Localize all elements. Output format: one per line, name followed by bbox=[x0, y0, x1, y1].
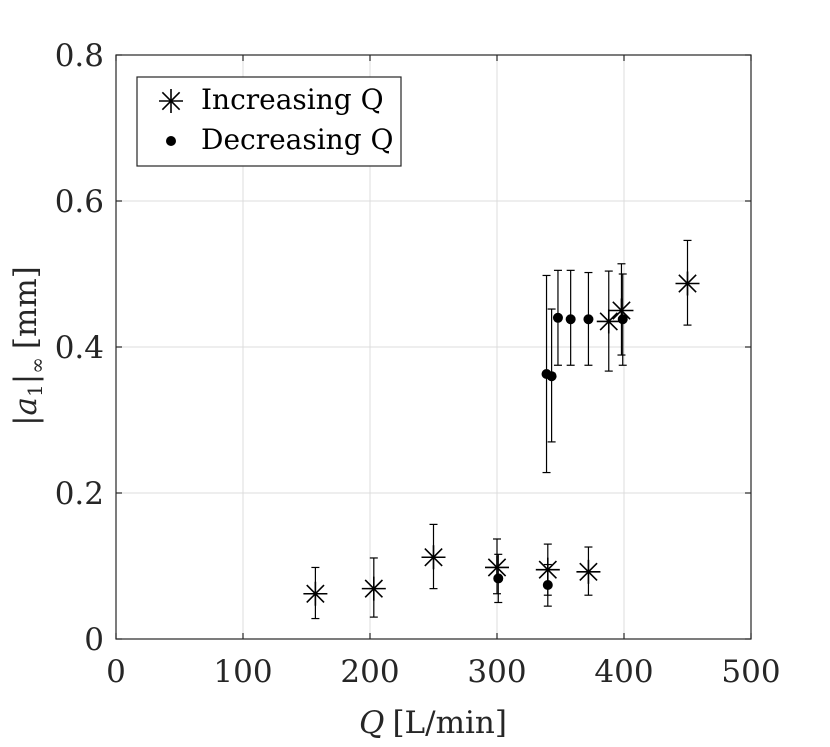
asterisk-stroke-d2 bbox=[487, 558, 507, 577]
asterisk-stroke-d2 bbox=[364, 579, 384, 598]
asterisk-stroke-d2 bbox=[424, 548, 443, 567]
x-axis-unit: [L/min] bbox=[392, 705, 507, 741]
data-point-asterisk bbox=[485, 555, 509, 580]
asterisk-stroke-d2 bbox=[306, 584, 325, 603]
data-point-dot bbox=[617, 314, 628, 325]
y-tick-label: 0.8 bbox=[55, 38, 104, 74]
asterisk-stroke-d2 bbox=[678, 274, 697, 293]
y-axis-variable: a bbox=[8, 397, 44, 415]
data-point-dot bbox=[546, 371, 557, 382]
data-point-asterisk bbox=[576, 559, 601, 584]
y-tick-label: 0 bbox=[84, 622, 104, 658]
x-tick-label: 100 bbox=[213, 654, 272, 690]
x-tick-label: 200 bbox=[340, 654, 399, 690]
data-point-asterisk bbox=[675, 271, 700, 296]
y-axis-unit: [mm] bbox=[8, 266, 44, 349]
y-tick-label: 0.4 bbox=[55, 330, 104, 366]
legend-asterisk-marker bbox=[159, 89, 183, 113]
data-point-asterisk bbox=[421, 545, 446, 570]
x-tick-label: 300 bbox=[467, 654, 526, 690]
data-points bbox=[303, 239, 700, 620]
data-point-asterisk bbox=[303, 581, 328, 606]
x-tick-label: 0 bbox=[106, 654, 126, 690]
data-point-dot bbox=[542, 579, 553, 590]
ticks: 0 100 200 300 400 500 0 0.2 0.4 0.6 0.8 bbox=[55, 38, 781, 690]
legend: Increasing Q Decreasing Q bbox=[136, 76, 402, 167]
legend-box bbox=[136, 76, 402, 167]
asterisk-stroke-d2 bbox=[599, 312, 618, 331]
data-point-dot bbox=[493, 573, 504, 584]
y-tick-label: 0.2 bbox=[55, 476, 104, 512]
x-axis-label: Q [L/min] bbox=[359, 705, 507, 741]
legend-asterisk-glyph bbox=[159, 89, 183, 113]
y-axis-infinity: ∞ bbox=[25, 357, 49, 374]
y-tick-label: 0.6 bbox=[55, 184, 104, 220]
data-point-dot bbox=[552, 312, 563, 323]
data-point-dot bbox=[583, 314, 594, 325]
y-axis-subscript: 1 bbox=[23, 384, 47, 397]
y-axis-abs-close: | bbox=[8, 374, 44, 384]
legend-label-increasing: Increasing Q bbox=[201, 83, 384, 116]
x-axis-variable: Q bbox=[359, 705, 384, 741]
asterisk-stroke-d2 bbox=[612, 301, 631, 320]
x-tick-label: 400 bbox=[594, 654, 653, 690]
y-axis-label: |a1|∞[mm] bbox=[8, 266, 49, 426]
data-point-asterisk bbox=[596, 309, 621, 334]
legend-label-decreasing: Decreasing Q bbox=[201, 123, 394, 156]
asterisk-stroke-d2 bbox=[161, 91, 181, 111]
asterisk-stroke-d2 bbox=[579, 562, 598, 582]
legend-dot-marker bbox=[166, 136, 176, 146]
data-point-dot bbox=[565, 314, 576, 325]
data-point-asterisk bbox=[361, 576, 386, 601]
x-tick-label: 500 bbox=[721, 654, 780, 690]
series-decreasing-q bbox=[493, 269, 628, 607]
y-axis-abs-open: | bbox=[8, 415, 44, 425]
